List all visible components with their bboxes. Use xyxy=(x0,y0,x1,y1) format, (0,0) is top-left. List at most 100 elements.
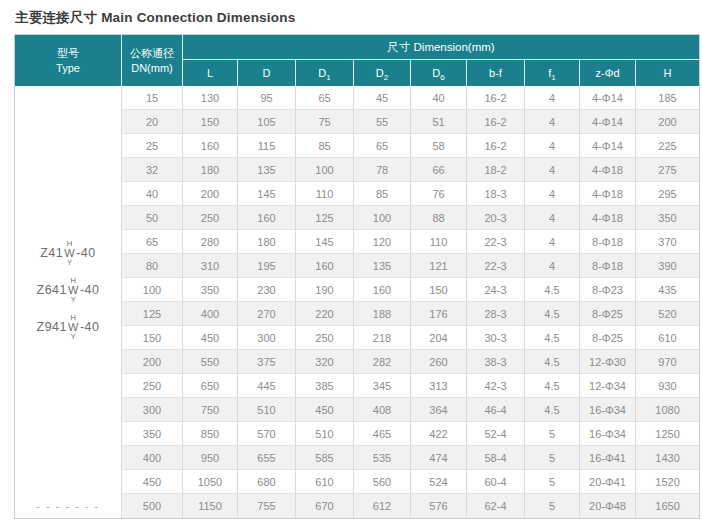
cell-z-phi-d: 12-Φ30 xyxy=(580,350,636,374)
cell-z-phi-d: 20-Φ41 xyxy=(580,470,636,494)
cell-l: 200 xyxy=(183,182,238,206)
cell-b-f: 42-3 xyxy=(467,374,525,398)
cell-f1: 4 xyxy=(525,254,580,278)
col-header-dn-en: DN(mm) xyxy=(131,62,173,74)
cell-d2: 85 xyxy=(354,182,411,206)
cell-z-phi-d: 4-Φ14 xyxy=(580,134,636,158)
cell-dn: 200 xyxy=(122,350,183,374)
cell-f1: 5 xyxy=(525,446,580,470)
seal-variant-stack: HWY xyxy=(68,314,79,340)
cell-d6: 204 xyxy=(411,326,467,350)
cell-dn: 125 xyxy=(122,302,183,326)
cell-d: 300 xyxy=(238,326,296,350)
cell-l: 310 xyxy=(183,254,238,278)
cell-l: 550 xyxy=(183,350,238,374)
cell-d2: 78 xyxy=(354,158,411,182)
cell-h: 370 xyxy=(636,230,699,254)
cell-z-phi-d: 8-Φ25 xyxy=(580,326,636,350)
cell-b-f: 58-4 xyxy=(467,446,525,470)
cell-l: 650 xyxy=(183,374,238,398)
col-header-z-phi-d: z-Φd xyxy=(580,60,636,86)
valve-model-list: Z41HWY-40Z641HWY-40Z941HWY-40 xyxy=(15,74,121,506)
cell-d6: 76 xyxy=(411,182,467,206)
cell-f1: 4 xyxy=(525,230,580,254)
cell-l: 250 xyxy=(183,206,238,230)
cell-b-f: 24-3 xyxy=(467,278,525,302)
cell-d1: 670 xyxy=(296,494,354,518)
cell-d: 655 xyxy=(238,446,296,470)
cell-b-f: 38-3 xyxy=(467,350,525,374)
cell-b-f: 28-3 xyxy=(467,302,525,326)
cell-d1: 385 xyxy=(296,374,354,398)
cell-z-phi-d: 4-Φ18 xyxy=(580,158,636,182)
cell-b-f: 60-4 xyxy=(467,470,525,494)
cell-d: 680 xyxy=(238,470,296,494)
cell-b-f: 52-4 xyxy=(467,422,525,446)
cell-z-phi-d: 8-Φ18 xyxy=(580,230,636,254)
cell-d1: 510 xyxy=(296,422,354,446)
cell-b-f: 62-4 xyxy=(467,494,525,518)
cell-dn: 20 xyxy=(122,110,183,134)
cell-dn: 32 xyxy=(122,158,183,182)
table-wrapper: 型号 Type 公称通径 DN(mm) 尺寸 Dimension(mm) LDD… xyxy=(14,34,700,519)
cell-dn: 80 xyxy=(122,254,183,278)
cell-b-f: 30-3 xyxy=(467,326,525,350)
cell-b-f: 16-2 xyxy=(467,86,525,110)
cell-h: 275 xyxy=(636,158,699,182)
cell-h: 295 xyxy=(636,182,699,206)
cell-l: 150 xyxy=(183,110,238,134)
cell-f1: 4.5 xyxy=(525,326,580,350)
cell-f1: 4.5 xyxy=(525,302,580,326)
col-header-d2: D2 xyxy=(354,60,411,86)
cell-f1: 4 xyxy=(525,158,580,182)
continuation-dashes: - - - - - - - xyxy=(15,500,121,512)
cell-l: 400 xyxy=(183,302,238,326)
cell-d1: 160 xyxy=(296,254,354,278)
cell-h: 1430 xyxy=(636,446,699,470)
cell-h: 970 xyxy=(636,350,699,374)
cell-d: 230 xyxy=(238,278,296,302)
cell-dn: 40 xyxy=(122,182,183,206)
cell-l: 160 xyxy=(183,134,238,158)
cell-d1: 75 xyxy=(296,110,354,134)
cell-d: 115 xyxy=(238,134,296,158)
cell-f1: 4 xyxy=(525,134,580,158)
cell-b-f: 16-2 xyxy=(467,134,525,158)
cell-dn: 65 xyxy=(122,230,183,254)
cell-f1: 4.5 xyxy=(525,278,580,302)
cell-d1: 125 xyxy=(296,206,354,230)
page-title: 主要连接尺寸 Main Connection Dimensions xyxy=(15,9,702,27)
cell-d2: 100 xyxy=(354,206,411,230)
cell-f1: 4 xyxy=(525,182,580,206)
cell-d6: 88 xyxy=(411,206,467,230)
col-header-type-zh: 型号 xyxy=(57,47,79,59)
cell-f1: 4.5 xyxy=(525,374,580,398)
cell-d: 95 xyxy=(238,86,296,110)
cell-d: 570 xyxy=(238,422,296,446)
cell-z-phi-d: 16-Φ41 xyxy=(580,446,636,470)
cell-d6: 176 xyxy=(411,302,467,326)
cell-d1: 610 xyxy=(296,470,354,494)
cell-d: 145 xyxy=(238,182,296,206)
cell-l: 950 xyxy=(183,446,238,470)
cell-d2: 45 xyxy=(354,86,411,110)
cell-z-phi-d: 4-Φ18 xyxy=(580,182,636,206)
cell-h: 1250 xyxy=(636,422,699,446)
cell-d2: 218 xyxy=(354,326,411,350)
cell-d: 135 xyxy=(238,158,296,182)
cell-d2: 65 xyxy=(354,134,411,158)
cell-d: 375 xyxy=(238,350,296,374)
cell-l: 180 xyxy=(183,158,238,182)
cell-f1: 4.5 xyxy=(525,398,580,422)
cell-d6: 260 xyxy=(411,350,467,374)
cell-f1: 5 xyxy=(525,422,580,446)
seal-variant-stack: HWY xyxy=(64,240,75,266)
cell-b-f: 18-2 xyxy=(467,158,525,182)
cell-d: 755 xyxy=(238,494,296,518)
cell-d2: 345 xyxy=(354,374,411,398)
cell-b-f: 22-3 xyxy=(467,230,525,254)
cell-d1: 250 xyxy=(296,326,354,350)
cell-dn: 350 xyxy=(122,422,183,446)
cell-h: 930 xyxy=(636,374,699,398)
cell-l: 750 xyxy=(183,398,238,422)
